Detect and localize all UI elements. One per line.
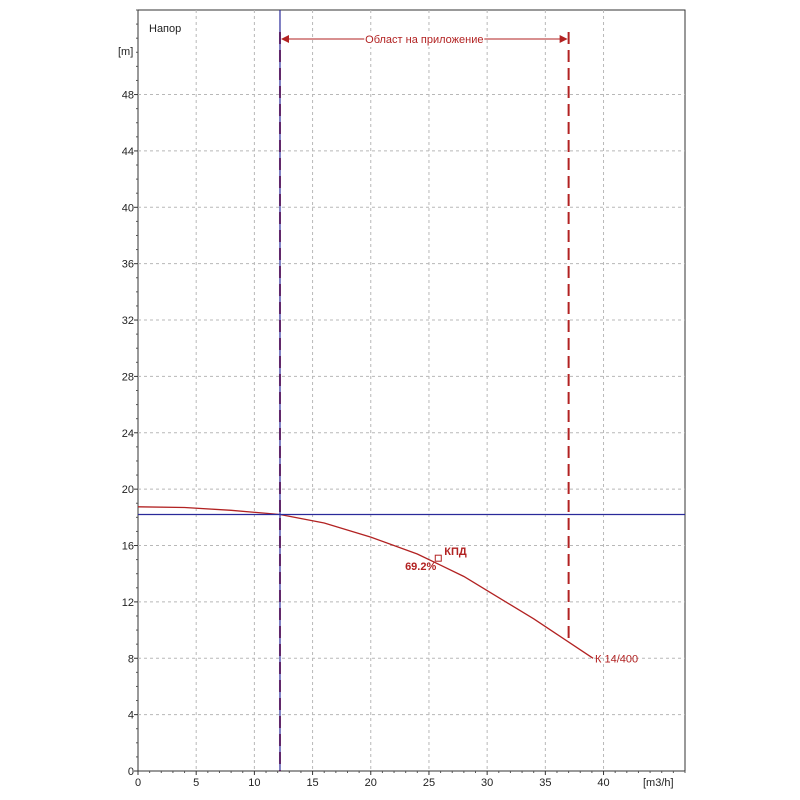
tick-label-x-35: 35 <box>539 777 551 789</box>
chart-title: Напор <box>149 23 181 35</box>
tick-label-y-28: 28 <box>122 371 134 383</box>
tick-label-y-8: 8 <box>128 653 134 665</box>
tick-label-x-30: 30 <box>481 777 493 789</box>
tick-label-y-44: 44 <box>122 146 134 158</box>
plot-area <box>137 9 686 772</box>
efficiency-marker: КПД 69.2% <box>405 546 467 573</box>
operating-point-lines <box>138 10 685 771</box>
series-label-0: К 14/400 <box>595 653 638 665</box>
tick-label-y-12: 12 <box>122 597 134 609</box>
efficiency-label: КПД <box>444 546 467 558</box>
y-unit-label: [m] <box>118 46 133 58</box>
tick-label-x-25: 25 <box>423 777 435 789</box>
tick-label-y-36: 36 <box>122 259 134 271</box>
tick-label-x-10: 10 <box>248 777 260 789</box>
tick-label-y-20: 20 <box>122 484 134 496</box>
tick-label-y-48: 48 <box>122 90 134 102</box>
range-arrow-right-head <box>559 35 568 43</box>
tick-label-y-40: 40 <box>122 202 134 214</box>
tick-label-x-5: 5 <box>193 777 199 789</box>
tick-label-x-0: 0 <box>135 777 141 789</box>
tick-label-y-0: 0 <box>128 766 134 778</box>
range-label-bg <box>364 31 485 47</box>
grid-lines <box>138 10 685 771</box>
tick-label-x-15: 15 <box>306 777 318 789</box>
tick-label-y-16: 16 <box>122 541 134 553</box>
efficiency-value: 69.2% <box>405 561 436 573</box>
tick-label-x-20: 20 <box>365 777 377 789</box>
range-label: Област на приложение <box>365 34 483 46</box>
tick-label-x-40: 40 <box>597 777 609 789</box>
range-arrow-left-head <box>280 35 289 43</box>
efficiency-point <box>434 554 442 562</box>
tick-label-y-32: 32 <box>122 315 134 327</box>
series-line-0 <box>137 506 594 659</box>
tick-label-y-4: 4 <box>128 710 134 722</box>
tick-label-y-24: 24 <box>122 428 134 440</box>
x-unit-label: [m3/h] <box>643 777 674 789</box>
curve-layer: К 14/400 <box>137 506 638 665</box>
